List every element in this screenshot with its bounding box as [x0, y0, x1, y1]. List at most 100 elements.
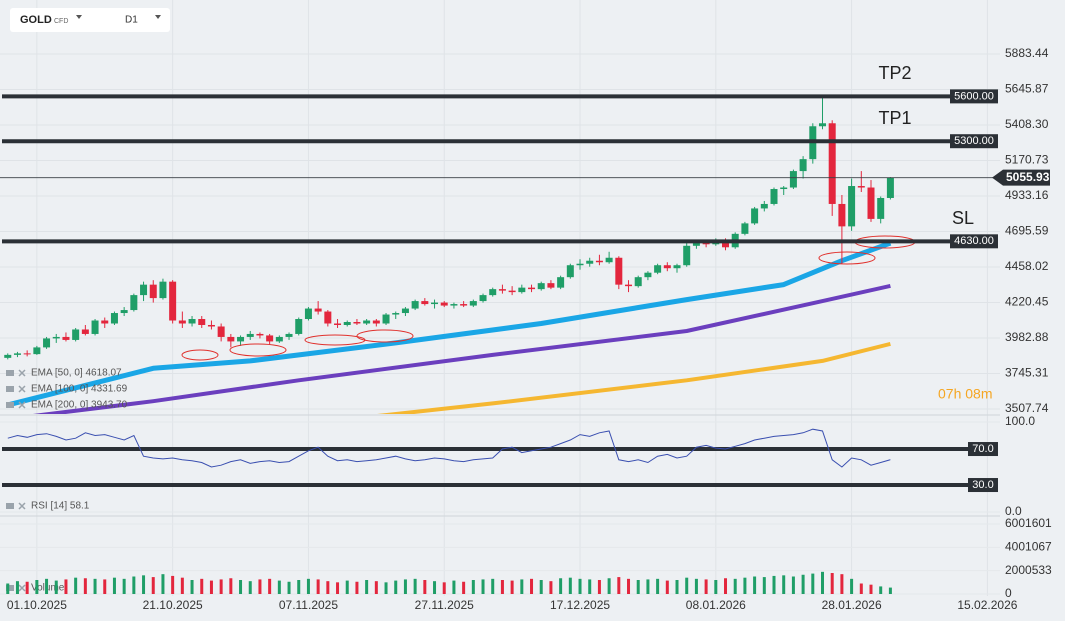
rsi-level-tag — [968, 478, 998, 493]
volume-bar — [403, 579, 407, 594]
volume-bar — [656, 578, 660, 594]
legend-label: EMA [200, 0] 3943.70 — [31, 400, 128, 411]
volume-bar — [530, 578, 534, 594]
candle-body — [382, 314, 390, 324]
volume-bar — [840, 574, 844, 594]
volume-bar — [83, 578, 87, 594]
ema-line — [377, 341, 891, 414]
volume-bar — [171, 575, 175, 594]
level-name: TP2 — [878, 63, 911, 83]
volume-bar — [685, 577, 689, 594]
volume-bar — [636, 580, 640, 594]
candle-body — [169, 281, 177, 321]
candle-body — [159, 281, 167, 299]
volume-bar — [423, 580, 427, 594]
timeframe[interactable]: D1 — [125, 15, 138, 26]
x-tick-label: 21.10.2025 — [143, 598, 203, 612]
candle-body — [683, 245, 691, 266]
legend-close — [18, 385, 26, 393]
volume-bar — [239, 580, 243, 594]
dropdown-arrow[interactable] — [76, 15, 82, 19]
volume-bar — [772, 575, 776, 594]
candle-body — [760, 203, 768, 209]
candle-body — [673, 265, 681, 269]
candle-body — [72, 329, 80, 340]
volume-bar — [365, 580, 369, 594]
volume-bar — [724, 578, 728, 594]
symbol: GOLD — [20, 14, 52, 26]
legend-close — [18, 369, 26, 377]
volume-bar — [345, 580, 349, 594]
volume-bar — [122, 578, 126, 594]
volume-bar — [888, 587, 892, 594]
candle-body — [62, 336, 70, 340]
volume-bar — [297, 580, 301, 594]
volume-bar — [559, 578, 563, 594]
rsi-level-label: 30.0 — [972, 479, 993, 491]
candle-body — [508, 290, 516, 293]
volume-bar — [520, 579, 524, 594]
volume-pane: Volume — [6, 571, 892, 594]
y-tick-label: 5408.30 — [1005, 117, 1049, 131]
candle-body — [401, 308, 409, 314]
volume-bar — [617, 577, 621, 594]
candle-body — [625, 284, 633, 287]
x-tick-label: 28.01.2026 — [822, 598, 882, 612]
candle-body — [654, 265, 662, 273]
candle-body — [372, 320, 380, 324]
candle-body — [275, 336, 283, 342]
rsi-legend: RSI [14] 58.1 — [31, 501, 90, 512]
volume-bar — [462, 581, 466, 594]
volume-bar — [336, 582, 340, 594]
candle-body — [411, 301, 419, 309]
volume-bar — [869, 584, 873, 594]
candle-body — [304, 308, 312, 320]
volume-bar — [753, 576, 757, 594]
candle-body — [314, 308, 322, 312]
candle-body — [692, 242, 700, 246]
candle-body — [421, 301, 429, 305]
volume-bar — [355, 581, 359, 594]
level-tag — [950, 234, 998, 249]
candle-body — [518, 287, 526, 293]
candle-body — [877, 197, 885, 219]
symbol-selector[interactable] — [10, 8, 170, 32]
candle-body — [101, 320, 109, 324]
candle-body — [605, 257, 613, 263]
volume-bar — [879, 586, 883, 594]
candle-body — [130, 295, 138, 311]
candle-body — [120, 310, 128, 314]
volume-tick-label: 0 — [1005, 586, 1012, 600]
volume-bar — [665, 580, 669, 594]
y-tick-label: 5170.73 — [1005, 153, 1049, 167]
volume-bar — [229, 578, 233, 594]
volume-bar — [161, 574, 165, 594]
volume-bar — [452, 580, 456, 594]
volume-bar — [132, 576, 136, 594]
candle-body — [702, 242, 710, 245]
candle-body — [198, 319, 206, 325]
candle-body — [799, 159, 807, 172]
candle-body — [440, 302, 448, 306]
instrument: CFD — [54, 18, 68, 25]
candle-body — [586, 260, 594, 264]
candle-body — [91, 320, 99, 334]
candle-body — [634, 277, 642, 287]
volume-bar — [190, 580, 194, 594]
volume-bar — [433, 581, 437, 594]
volume-bar — [471, 580, 475, 594]
volume-bar — [821, 571, 825, 594]
legend-icon — [6, 386, 14, 392]
dropdown-arrow[interactable] — [155, 15, 161, 19]
candle-body — [4, 354, 12, 358]
legend-icon — [6, 585, 14, 591]
candle-body — [343, 322, 351, 325]
countdown: 07h 08m — [938, 386, 992, 402]
y-tick-label: 5883.44 — [1005, 46, 1049, 60]
candle-body — [285, 333, 293, 337]
volume-bar — [549, 581, 553, 594]
volume-bar — [607, 578, 611, 594]
candle-body — [295, 319, 303, 334]
